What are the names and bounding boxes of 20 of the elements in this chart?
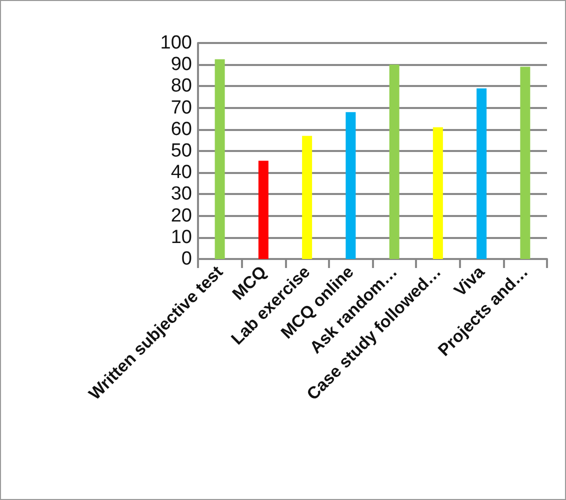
bar [476,88,487,259]
y-tick-label: 60 [170,118,192,140]
bar [389,64,400,259]
bar [258,160,268,259]
x-tick-label: Viva [450,262,489,300]
y-tick-label: 80 [170,76,192,97]
y-tick-label: 90 [170,54,192,76]
y-tick-label: 50 [170,140,192,162]
y-tick-label: 10 [170,226,192,248]
bar [302,136,312,259]
y-tick-label: 100 [160,32,192,54]
bar [432,127,443,259]
bar [520,66,530,259]
y-tick-label: 0 [181,248,192,270]
y-tick-label: 20 [170,205,192,226]
bar [214,59,225,259]
y-tick-label: 30 [170,184,192,205]
y-tick-label: 70 [170,97,192,118]
bar [346,112,356,259]
y-tick-label: 40 [170,162,192,184]
